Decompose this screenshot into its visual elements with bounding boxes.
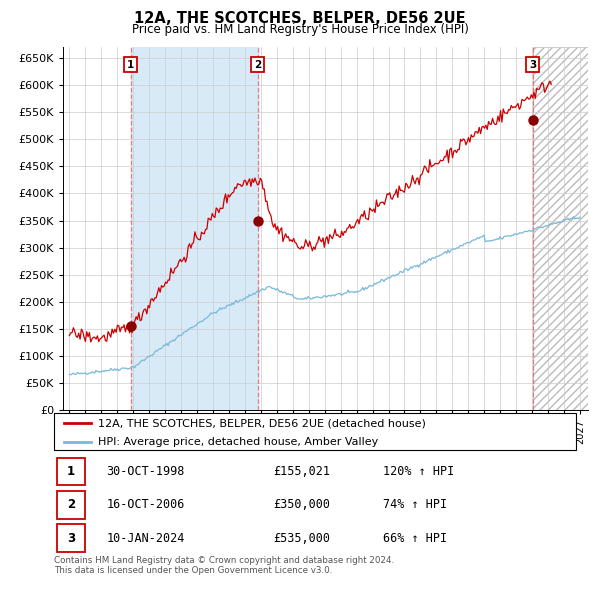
Bar — [56, 525, 85, 552]
Bar — [533, 47, 588, 410]
Text: £350,000: £350,000 — [273, 499, 330, 512]
Text: 10-JAN-2024: 10-JAN-2024 — [106, 532, 185, 545]
Text: 12A, THE SCOTCHES, BELPER, DE56 2UE: 12A, THE SCOTCHES, BELPER, DE56 2UE — [134, 11, 466, 27]
Text: 66% ↑ HPI: 66% ↑ HPI — [383, 532, 447, 545]
Text: 12A, THE SCOTCHES, BELPER, DE56 2UE (detached house): 12A, THE SCOTCHES, BELPER, DE56 2UE (det… — [98, 418, 426, 428]
Text: Contains HM Land Registry data © Crown copyright and database right 2024.
This d: Contains HM Land Registry data © Crown c… — [54, 556, 394, 575]
Text: 1: 1 — [67, 466, 75, 478]
Bar — [56, 491, 85, 519]
Text: 3: 3 — [529, 60, 536, 70]
Text: 74% ↑ HPI: 74% ↑ HPI — [383, 499, 447, 512]
Bar — [131, 47, 257, 410]
Text: Price paid vs. HM Land Registry's House Price Index (HPI): Price paid vs. HM Land Registry's House … — [131, 23, 469, 36]
Text: 30-OCT-1998: 30-OCT-1998 — [106, 466, 185, 478]
Bar — [56, 458, 85, 486]
Text: £535,000: £535,000 — [273, 532, 330, 545]
Text: 2: 2 — [67, 499, 75, 512]
Text: £155,021: £155,021 — [273, 466, 330, 478]
Text: 3: 3 — [67, 532, 75, 545]
Text: 120% ↑ HPI: 120% ↑ HPI — [383, 466, 454, 478]
Text: 16-OCT-2006: 16-OCT-2006 — [106, 499, 185, 512]
Text: 2: 2 — [254, 60, 261, 70]
Text: HPI: Average price, detached house, Amber Valley: HPI: Average price, detached house, Ambe… — [98, 437, 379, 447]
Text: 1: 1 — [127, 60, 134, 70]
